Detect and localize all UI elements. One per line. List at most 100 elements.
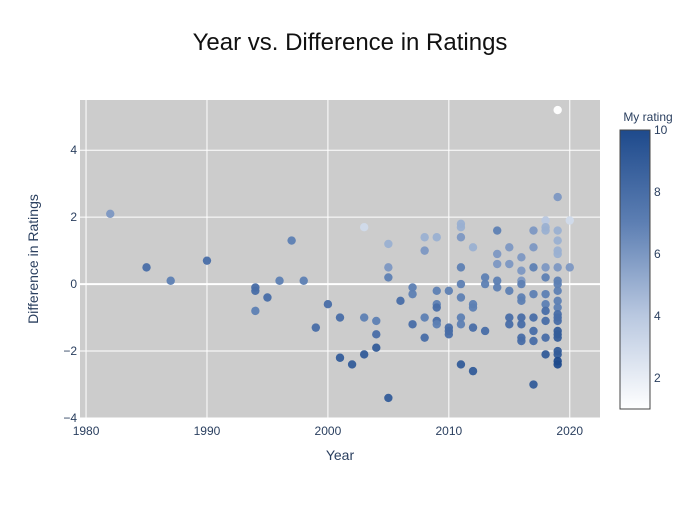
scatter-point (517, 336, 526, 346)
scatter-point (335, 353, 345, 362)
scatter-point (565, 263, 574, 272)
scatter-point (456, 263, 466, 272)
colorbar (619, 129, 651, 410)
scatter-point (553, 263, 562, 272)
scatter-point (468, 243, 478, 252)
y-tick-label: −2 (63, 344, 77, 358)
scatter-point (529, 380, 538, 389)
y-axis-ticks: −4 −2 0 2 4 (63, 143, 77, 425)
scatter-point (505, 243, 514, 252)
scatter-point (505, 286, 514, 295)
scatter-point (553, 296, 562, 306)
y-tick-label: 0 (70, 277, 77, 291)
scatter-point (372, 343, 381, 352)
colorbar-ticks: 2 4 6 8 10 (654, 123, 668, 385)
scatter-point (347, 360, 357, 369)
scatter-point (384, 239, 393, 249)
scatter-point (287, 236, 296, 245)
scatter-point (420, 313, 429, 322)
scatter-point (553, 286, 562, 295)
scatter-point (529, 289, 538, 299)
scatter-point (456, 313, 466, 322)
scatter-point (517, 296, 526, 306)
scatter-point (529, 336, 538, 346)
scatter-point (529, 226, 538, 235)
scatter-point (480, 279, 490, 289)
scatter-point (529, 313, 538, 322)
scatter-point (541, 306, 550, 316)
scatter-point (359, 350, 369, 359)
colorbar-title: My rating (623, 110, 672, 124)
colorbar-tick-label: 10 (654, 123, 668, 137)
scatter-point (299, 276, 308, 285)
scatter-point (468, 303, 478, 312)
scatter-point (468, 323, 478, 332)
scatter-point (529, 326, 538, 336)
scatter-point (432, 320, 441, 329)
scatter-point (517, 279, 526, 289)
y-tick-label: 4 (70, 143, 77, 157)
scatter-point (541, 333, 550, 342)
scatter-point (251, 286, 260, 295)
scatter-point (251, 306, 260, 316)
scatter-point (553, 303, 562, 312)
scatter-point (372, 330, 381, 339)
chart-title: Year vs. Difference in Ratings (193, 29, 508, 56)
scatter-point (553, 236, 562, 245)
scatter-point (517, 253, 526, 262)
scatter-point (432, 286, 441, 295)
scatter-point (541, 299, 550, 309)
y-axis-title: Difference in Ratings (25, 194, 41, 324)
scatter-point (480, 273, 490, 282)
scatter-point (384, 273, 393, 282)
x-tick-label: 2020 (556, 424, 583, 438)
scatter-point (408, 320, 417, 329)
scatter-point (432, 303, 441, 312)
scatter-point (142, 263, 151, 272)
scatter-point (493, 259, 502, 269)
scatter-point (553, 249, 562, 259)
scatter-point (359, 313, 369, 322)
scatter-point (517, 266, 526, 275)
scatter-point (553, 192, 562, 202)
x-axis-ticks: 1980 1990 2000 2010 2020 (73, 424, 584, 438)
x-tick-label: 2010 (435, 424, 462, 438)
scatter-point (505, 259, 514, 269)
scatter-point (420, 246, 429, 255)
x-tick-label: 2000 (315, 424, 342, 438)
scatter-point (493, 249, 502, 259)
scatter-point (517, 320, 526, 329)
scatter-point (263, 293, 272, 302)
colorbar-tick-label: 6 (654, 247, 661, 261)
scatter-point (529, 243, 538, 252)
scatter-point (444, 286, 454, 295)
scatter-point (408, 283, 417, 292)
scatter-point (456, 320, 466, 329)
scatter-point (396, 296, 405, 306)
scatter-point (493, 276, 502, 285)
y-tick-label: −4 (63, 411, 77, 425)
scatter-point (553, 350, 562, 359)
scatter-point (275, 276, 284, 285)
colorbar-tick-label: 8 (654, 185, 661, 199)
scatter-point (541, 350, 550, 359)
scatter-point (553, 360, 562, 369)
scatter-point (372, 316, 381, 326)
scatter-point (456, 293, 466, 302)
scatter-point (493, 283, 502, 292)
data-points (106, 105, 574, 403)
scatter-point (323, 299, 333, 309)
scatter-point (517, 313, 526, 322)
plot-area (80, 100, 600, 418)
scatter-point (166, 276, 175, 285)
scatter-point (505, 320, 514, 329)
scatter-point (541, 216, 550, 225)
x-axis-title: Year (326, 447, 355, 463)
scatter-point (444, 330, 454, 339)
scatter-point (384, 263, 393, 272)
scatter-point (359, 223, 369, 232)
scatter-point (456, 279, 466, 289)
scatter-point (420, 233, 429, 242)
scatter-point (553, 333, 562, 342)
